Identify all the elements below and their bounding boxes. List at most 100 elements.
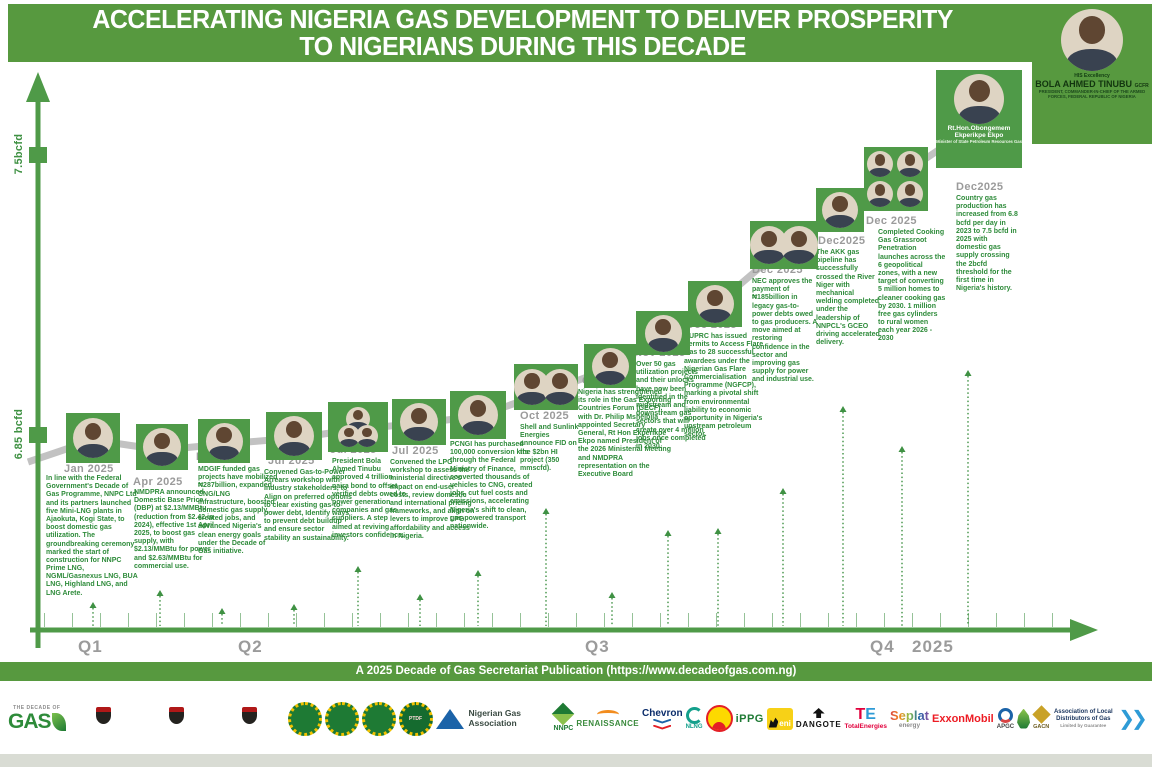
nlng-logo: NLNG xyxy=(685,707,703,730)
president-photo xyxy=(1061,9,1123,71)
x-axis-ticks xyxy=(44,613,1060,627)
milestone-text: President Bola Ahmed Tinubu approved 4 t… xyxy=(332,458,406,539)
milestone-date: Oct 2025 xyxy=(520,410,570,422)
seplat-logo: Seplat energy xyxy=(889,707,929,729)
ministry-coat-of-arms-2 xyxy=(142,707,212,730)
ministry-coat-of-arms-1 xyxy=(69,707,139,730)
eni-logo: eni xyxy=(766,707,793,730)
triangle-icon xyxy=(435,708,464,729)
coat-of-arms-icon xyxy=(96,707,112,725)
ring-icon xyxy=(997,707,1013,723)
seal-icon xyxy=(361,701,396,736)
exxonmobil-logo: ExxonMobil xyxy=(932,712,994,725)
milestone-photo-jul-b xyxy=(328,402,388,452)
milestone-photo-dec-2 xyxy=(750,221,818,269)
flame-icon xyxy=(1017,708,1031,729)
x-axis-label-q2: Q2 xyxy=(238,637,263,656)
milestone-text: NUPRC has issued Permits to Access Flare… xyxy=(684,333,764,439)
shell-logo xyxy=(705,705,733,732)
minister-title: Minister of State Petroleum Resources Ga… xyxy=(936,139,1022,145)
connector-arrowheads xyxy=(89,370,972,614)
milestone-text: Completed Cooking Gas Grassroot Penetrat… xyxy=(878,229,946,343)
president-panel: HIS Excellency BOLA AHMED TINUBU GCFR PR… xyxy=(1032,4,1152,144)
shell-pecten-icon xyxy=(705,705,733,732)
coat-of-arms-icon xyxy=(242,707,258,725)
gacn-logo: GACN xyxy=(1031,704,1051,730)
page-title: ACCELERATING NIGERIA GAS DEVELOPMENT TO … xyxy=(92,3,1068,61)
dangote-logo: DANGOTE xyxy=(796,708,842,729)
chevron-stripe-icon xyxy=(653,724,672,730)
swoosh-icon xyxy=(596,709,619,719)
bottom-strip xyxy=(0,754,1152,767)
milestone-text: Convened Gas-to-Power Arrears workshop w… xyxy=(264,469,352,542)
milestone-photo-dec-4 xyxy=(864,147,928,211)
milestone-photo-nov xyxy=(636,311,690,355)
milestone-text: NEC approves the payment of ₦185billion … xyxy=(752,278,818,384)
ptdf-seal: PTDF xyxy=(398,701,433,736)
milestone-text: Shell and Sunlink Energies announce FID … xyxy=(520,424,579,472)
aldg-logo: Association of Local Distributors of Gas… xyxy=(1053,707,1148,730)
milestone-photo-aug xyxy=(450,391,506,439)
x-axis-label-year: 2025 xyxy=(912,637,954,656)
ministry-coat-of-arms-3 xyxy=(215,707,285,730)
milestone-photo-jan xyxy=(66,413,120,463)
chevron-stripe-icon xyxy=(653,718,672,724)
milestone-photo-jul-c xyxy=(392,399,446,445)
renaissance-logo: RENAISSANCE xyxy=(576,709,639,728)
seal-icon: PTDF xyxy=(398,701,433,736)
milestone-text: The AKK gas pipeline has successfully cr… xyxy=(816,249,880,347)
header-banner: ACCELERATING NIGERIA GAS DEVELOPMENT TO … xyxy=(8,4,1152,62)
decade-of-gas-logo: THE DECADE OF GAS xyxy=(8,705,66,732)
x-axis-label-q4: Q4 xyxy=(870,637,895,656)
president-pretitle: HIS Excellency xyxy=(1074,73,1110,79)
milestone-text: PCNGI has purchased 100,000 conversion k… xyxy=(450,441,533,530)
milestone-text: Country gas production has increased fro… xyxy=(956,195,1018,293)
apgc-logo: APGC xyxy=(997,707,1014,730)
leaf-icon xyxy=(51,713,66,732)
x-axis-label-q1: Q1 xyxy=(78,637,103,656)
title-line-1: ACCELERATING NIGERIA GAS DEVELOPMENT TO … xyxy=(92,3,953,34)
minister-photo xyxy=(954,74,1004,124)
milestone-photo-oct-b xyxy=(584,344,636,388)
nigerian-gas-association-logo: Nigerian Gas Association xyxy=(435,708,551,729)
milestone-photo-jul-a xyxy=(266,412,322,460)
coat-of-arms-icon xyxy=(169,707,185,725)
milestone-date: Apr 2025 xyxy=(133,476,183,488)
milestone-text: Over 50 gas utilization projects and the… xyxy=(636,361,706,450)
seal-icon xyxy=(324,701,359,736)
diamond-icon xyxy=(1031,704,1051,724)
nnpc-logo: NNPC xyxy=(552,702,575,732)
ippg-logo: iPPG xyxy=(735,712,764,725)
milestone-photo-may xyxy=(198,419,250,463)
milestone-date: Jul 2025 xyxy=(392,445,439,457)
seal-icon xyxy=(287,701,322,736)
totalenergies-logo: TE TotalEnergies xyxy=(844,706,887,731)
milestone-date: Jan 2025 xyxy=(64,463,114,475)
title-line-2: TO NIGERIANS DURING THIS DECADE xyxy=(299,31,746,61)
eagle-icon xyxy=(812,708,825,718)
milestone-date: Dec2025 xyxy=(818,235,866,247)
milestone-text: Nigeria has strengthened its role in the… xyxy=(578,389,672,478)
eni-dog-icon: eni xyxy=(766,707,793,730)
president-subtitle: PRESIDENT, COMMANDER-IN-CHIEF OF THE ARM… xyxy=(1038,89,1146,100)
president-name: BOLA AHMED TINUBU GCFR xyxy=(1035,79,1149,89)
y-axis-label-bottom: 6.85 bcfd xyxy=(13,408,25,460)
nuprc-seal xyxy=(324,701,359,736)
milestone-photo-dec-1 xyxy=(688,281,742,327)
milestone-text: NMDPRA announced Domestic Base Price (DB… xyxy=(134,489,214,570)
y-axis-label-top: 7.5bcfd xyxy=(13,133,25,175)
minister-name: Rt.Hon.Obongemem Ekperikpe Ekpo xyxy=(947,125,1011,140)
milestone-text: MDGIF funded gas projects have mobilized… xyxy=(198,466,278,555)
nnpc-mark-icon xyxy=(552,702,575,725)
te-mark-icon: TE xyxy=(855,706,876,723)
nmdpra-seal xyxy=(361,701,396,736)
milestone-photo-oct-a xyxy=(514,364,578,410)
milestone-photo-dec-3 xyxy=(816,188,864,232)
milestone-photo-apr xyxy=(136,424,188,470)
nnpc-seal xyxy=(287,701,322,736)
minister-panel: Rt.Hon.Obongemem Ekperikpe Ekpo Minister… xyxy=(936,70,1022,168)
partner-logo-strip: THE DECADE OF GAS PTDF Nigerian Gas Asso… xyxy=(0,683,1152,754)
publication-bar: A 2025 Decade of Gas Secretariat Publica… xyxy=(0,662,1152,681)
x-axis-label-q3: Q3 xyxy=(585,637,610,656)
